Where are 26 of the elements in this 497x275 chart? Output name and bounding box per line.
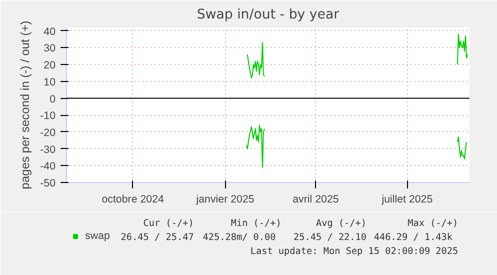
y-axis-title: pages per second in (-) / out (+) [18,20,32,190]
text: 25.45 / 22.10 [294,232,367,243]
text: Last update: Mon Sep 15 02:00:09 2025 [250,246,458,257]
y-tick-label: -40 [40,160,56,173]
y-tick-label: -20 [40,126,56,139]
y-tick-label: -10 [40,110,56,122]
x-tick-label: octobre 2024 [102,194,164,206]
x-tick-label: janvier 2025 [195,194,254,206]
text: Avg (-/+) [316,218,367,229]
y-tick-label: 20 [44,60,56,72]
y-tick-label: 30 [44,42,56,55]
y-tick-label: 40 [44,26,56,38]
x-tick-label: avril 2025 [292,194,339,206]
text: 425.28m/ 0.00 [202,232,276,243]
x-tick-label: juillet 2025 [380,194,433,206]
text: Max (-/+) [408,218,458,229]
text: Cur (-/+) [143,218,194,229]
y-tick-label: 0 [50,93,56,106]
text: Min (-/+) [230,218,282,229]
y-tick-label: 10 [44,76,56,88]
text: 26.45 / 25.47 [120,232,194,243]
y-tick-label: -30 [40,144,56,156]
text: 446.29 / 1.43k [374,232,453,243]
chart-title: Swap in/out - by year [196,8,340,22]
legend-label: swap [85,230,110,242]
y-tick-label: -50 [40,178,56,190]
